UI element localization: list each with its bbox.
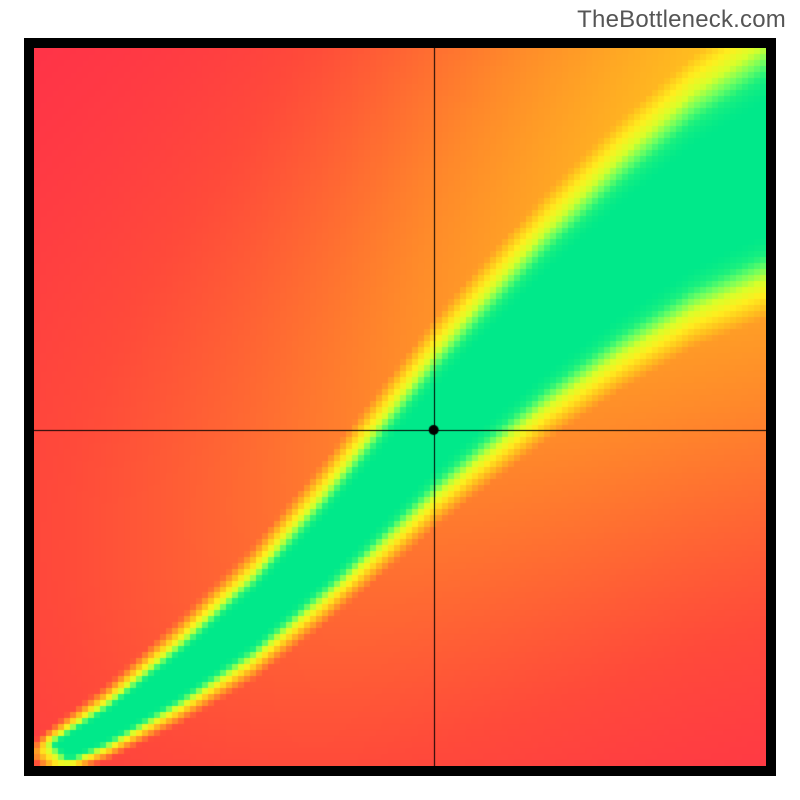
- watermark-text: TheBottleneck.com: [577, 6, 786, 34]
- plot-border: [24, 38, 776, 776]
- chart-container: TheBottleneck.com: [0, 0, 800, 800]
- crosshair-overlay: [34, 48, 766, 766]
- plot-area: [34, 48, 766, 766]
